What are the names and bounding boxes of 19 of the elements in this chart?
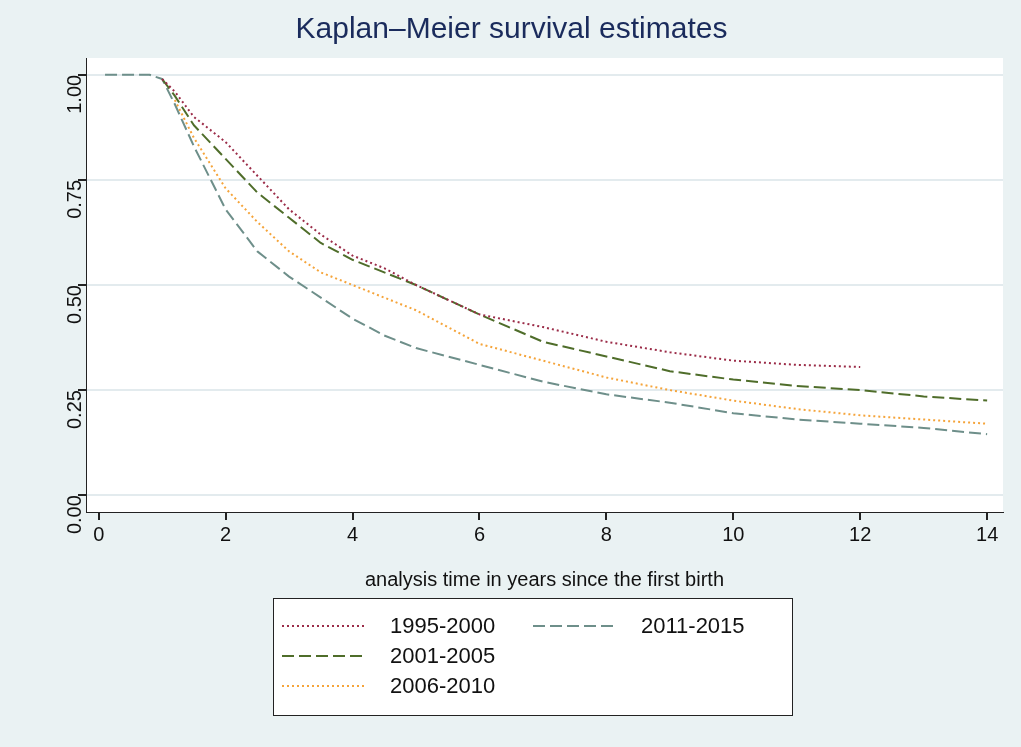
legend-label: 2011-2015 [641,613,745,639]
x-tick-label: 8 [600,522,612,545]
x-axis-title: analysis time in years since the first birth [364,567,725,590]
legend-label: 1995-2000 [390,613,496,639]
y-tick-label: 0.75 [62,179,85,219]
y-tick-label: 0.00 [62,495,85,535]
legend-label: 2006-2010 [390,673,496,699]
x-tick-label: 10 [722,522,745,545]
x-tick-label: 12 [849,522,872,545]
legend-label: 2001-2005 [390,643,496,669]
x-tick-label: 4 [346,522,359,545]
x-tick-label: 0 [93,522,105,545]
chart-title: Kaplan–Meier survival estimates [295,11,728,45]
y-tick-label: 1.00 [62,74,85,114]
y-tick-label: 0.50 [62,285,85,324]
x-tick-label: 2 [220,522,232,545]
x-tick-label: 14 [976,522,999,545]
y-tick-label: 0.25 [62,390,85,430]
x-tick-label: 6 [473,522,486,545]
